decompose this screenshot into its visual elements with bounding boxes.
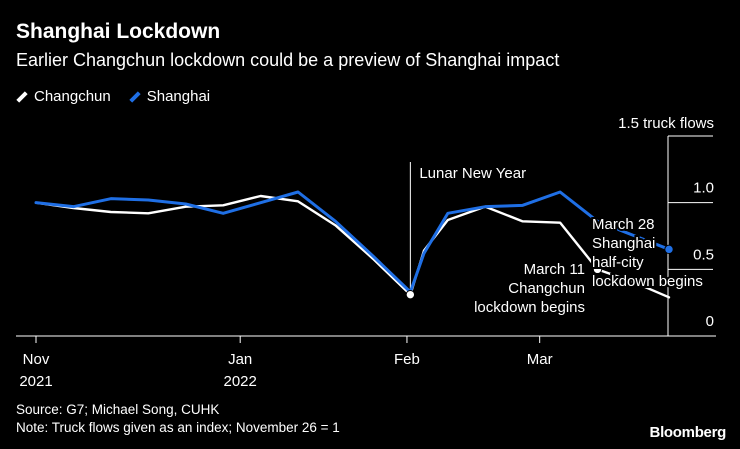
bloomberg-logo: Bloomberg <box>649 424 727 441</box>
x-tick-label-3-0: Mar <box>527 351 553 368</box>
x-tick-label-0-0: Nov <box>23 351 50 368</box>
x-tick-label-1-0: Jan <box>228 351 252 368</box>
legend-label-changchun: Changchun <box>34 88 111 105</box>
annotation-march-11-line-0: March 11 <box>524 261 585 278</box>
chart-title: Shanghai Lockdown <box>16 20 221 43</box>
annotation-march-28-line-2: half-city <box>592 254 644 271</box>
x-tick-label-2-0: Feb <box>394 351 420 368</box>
y-tick-label-0: 0 <box>706 313 714 330</box>
annotation-march-28-line-0: March 28 <box>592 216 655 233</box>
annotation-march-11-line-1: Changchun <box>508 280 585 297</box>
source-note: Source: G7; Michael Song, CUHK <box>16 402 220 417</box>
legend-item-changchun: Changchun <box>16 88 111 105</box>
marker-changchun-1 <box>592 264 603 275</box>
annotation-lunar-new-year: Lunar New Year <box>419 165 526 182</box>
legend-label-shanghai: Shanghai <box>146 88 211 105</box>
marker-changchun-0 <box>405 289 416 300</box>
footnote: Note: Truck flows given as an index; Nov… <box>16 420 340 435</box>
x-tick-label-1-1: 2022 <box>224 373 257 390</box>
annotation-march-28-line-1: Shanghai <box>592 235 655 252</box>
legend-item-shanghai: Shanghai <box>129 88 210 105</box>
annotation-march-28-line-3: lockdown begins <box>592 273 703 290</box>
y-tick-label-1: 0.5 <box>693 246 714 263</box>
annotation-march-11-line-2: lockdown begins <box>474 299 585 316</box>
chart-subtitle: Earlier Changchun lockdown could be a pr… <box>16 50 560 70</box>
series-line-changchun <box>34 194 671 299</box>
y-tick-label-3: 1.5 truck flows <box>618 115 714 132</box>
marker-shanghai-2 <box>664 244 674 255</box>
y-tick-label-2: 1.0 <box>693 180 714 197</box>
chart-legend: Changchun Shanghai <box>16 88 210 105</box>
x-tick-label-0-1: 2021 <box>19 373 52 390</box>
series-line-shanghai <box>34 190 671 294</box>
